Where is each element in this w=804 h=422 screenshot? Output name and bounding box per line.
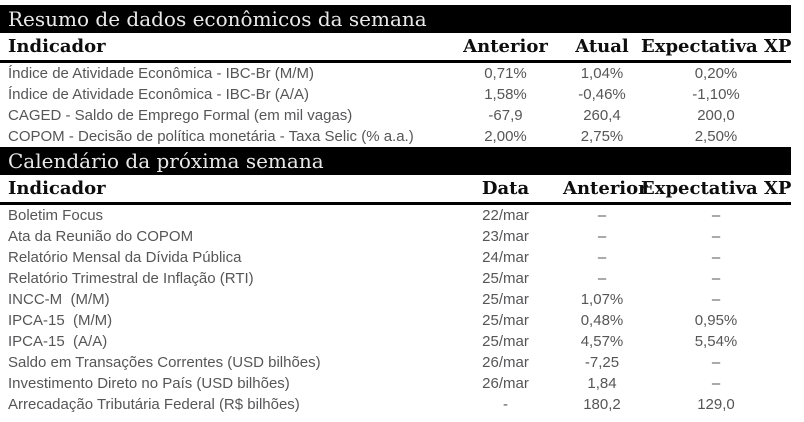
summary-header-anterior: Anterior (448, 33, 563, 63)
expectativa-cell: – (711, 207, 721, 224)
anterior-cell: 0,48% (580, 312, 624, 329)
indicator-cell: Arrecadação Tributária Federal (R$ bilhõ… (8, 396, 300, 413)
summary-header-atual: Atual (563, 33, 641, 63)
table-row: Índice de Atividade Econômica - IBC-Br (… (0, 84, 791, 105)
anterior-cell: -67,9 (488, 107, 523, 124)
indicator-cell: Saldo em Transações Correntes (USD bilhõ… (8, 354, 321, 371)
summary-header-row: Indicador Anterior Atual Expectativa XP (0, 33, 791, 63)
table-row: Relatório Mensal da Dívida Pública 24/ma… (0, 247, 791, 268)
anterior-cell: 0,71% (484, 65, 527, 82)
date-cell: - (503, 396, 508, 413)
date-cell: 26/mar (482, 354, 529, 371)
anterior-cell: – (597, 228, 607, 245)
expectativa-cell: 0,20% (694, 65, 738, 82)
expectativa-cell: – (711, 249, 721, 266)
anterior-cell: – (597, 207, 607, 224)
indicator-cell: Relatório Trimestral de Inflação (RTI) (8, 270, 254, 287)
indicator-cell: Índice de Atividade Econômica - IBC-Br (… (8, 65, 314, 82)
calendar-section-title: Calendário da próxima semana (0, 147, 791, 175)
date-cell: 25/mar (482, 312, 529, 329)
table-row: Arrecadação Tributária Federal (R$ bilhõ… (0, 394, 791, 415)
table-row: IPCA-15 (M/M) 25/mar 0,48% 0,95% (0, 310, 791, 331)
table-row: Relatório Trimestral de Inflação (RTI) 2… (0, 268, 791, 289)
table-row: Boletim Focus 22/mar – – (0, 204, 791, 227)
indicator-cell: Ata da Reunião do COPOM (8, 228, 194, 245)
table-row: COPOM - Decisão de política monetária - … (0, 126, 791, 147)
atual-cell: -0,46% (578, 86, 626, 103)
table-row: INCC-M (M/M) 25/mar 1,07% – (0, 289, 791, 310)
table-row: IPCA-15 (A/A) 25/mar 4,57% 5,54% (0, 331, 791, 352)
table-row: Ata da Reunião do COPOM 23/mar – – (0, 226, 791, 247)
summary-header-expectativa: Expectativa XP (641, 33, 791, 63)
summary-section-title: Resumo de dados econômicos da semana (0, 5, 791, 33)
anterior-cell: -7,25 (584, 354, 620, 371)
expectativa-cell: 200,0 (697, 107, 735, 124)
table-row: CAGED - Saldo de Emprego Formal (em mil … (0, 105, 791, 126)
date-cell: 25/mar (482, 270, 529, 287)
report-page: Resumo de dados econômicos da semana Ind… (0, 5, 791, 415)
expectativa-cell: -1,10% (692, 86, 740, 103)
indicator-cell: Boletim Focus (8, 207, 104, 224)
expectativa-cell: – (711, 270, 721, 287)
anterior-cell: – (597, 249, 607, 266)
anterior-cell: 180,2 (583, 396, 621, 413)
atual-cell: 2,75% (580, 128, 624, 145)
table-row: Índice de Atividade Econômica - IBC-Br (… (0, 62, 791, 85)
anterior-cell: – (597, 270, 607, 287)
anterior-cell: 1,58% (484, 86, 527, 103)
anterior-cell: 2,00% (484, 128, 527, 145)
date-cell: 23/mar (482, 228, 529, 245)
calendar-header-anterior: Anterior (563, 175, 648, 205)
indicator-cell: INCC-M (M/M) (8, 291, 110, 308)
anterior-cell: 1,84 (587, 375, 617, 392)
atual-cell: 1,04% (580, 65, 624, 82)
date-cell: 22/mar (482, 207, 529, 224)
expectativa-cell: – (711, 375, 721, 392)
indicator-cell: COPOM - Decisão de política monetária - … (8, 128, 414, 145)
expectativa-cell: – (711, 228, 721, 245)
indicator-cell: IPCA-15 (M/M) (8, 312, 113, 329)
indicator-cell: Investimento Direto no País (USD bilhões… (8, 375, 290, 392)
anterior-cell: 4,57% (580, 333, 624, 350)
indicator-cell: Relatório Mensal da Dívida Pública (8, 249, 242, 266)
calendar-header-row: Indicador Data Anterior Expectativa XP (0, 175, 791, 205)
calendar-header-indicator: Indicador (0, 175, 448, 205)
indicator-cell: Índice de Atividade Econômica - IBC-Br (… (8, 86, 309, 103)
expectativa-cell: – (711, 291, 721, 308)
expectativa-cell: 0,95% (694, 312, 738, 329)
date-cell: 25/mar (482, 291, 529, 308)
atual-cell: 260,4 (583, 107, 621, 124)
calendar-header-expectativa: Expectativa XP (641, 175, 791, 205)
indicator-cell: CAGED - Saldo de Emprego Formal (em mil … (8, 107, 353, 124)
expectativa-cell: 5,54% (694, 333, 738, 350)
table-row: Saldo em Transações Correntes (USD bilhõ… (0, 352, 791, 373)
date-cell: 25/mar (482, 333, 529, 350)
expectativa-cell: 129,0 (697, 396, 735, 413)
summary-table: Indicador Anterior Atual Expectativa XP … (0, 33, 791, 147)
expectativa-cell: – (711, 354, 721, 371)
table-row: Investimento Direto no País (USD bilhões… (0, 373, 791, 394)
date-cell: 26/mar (482, 375, 529, 392)
calendar-header-data: Data (448, 175, 563, 205)
indicator-cell: IPCA-15 (A/A) (8, 333, 108, 350)
calendar-table: Indicador Data Anterior Expectativa XP B… (0, 175, 791, 415)
anterior-cell: 1,07% (580, 291, 624, 308)
summary-header-indicator: Indicador (0, 33, 448, 63)
expectativa-cell: 2,50% (694, 128, 738, 145)
date-cell: 24/mar (482, 249, 529, 266)
